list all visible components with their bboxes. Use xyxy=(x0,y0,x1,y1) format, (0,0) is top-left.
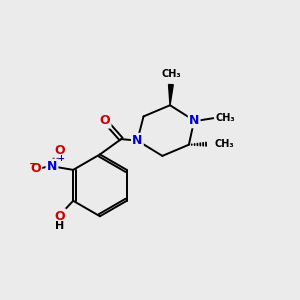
Text: H: H xyxy=(55,220,64,230)
Text: O: O xyxy=(100,114,110,127)
Text: N: N xyxy=(47,160,57,173)
Text: CH₃: CH₃ xyxy=(214,139,234,149)
Text: O: O xyxy=(54,144,64,157)
Text: CH₃: CH₃ xyxy=(216,113,236,123)
Text: N: N xyxy=(132,134,142,147)
Text: N: N xyxy=(189,114,200,127)
Text: +: + xyxy=(57,154,64,163)
Text: O: O xyxy=(55,210,65,223)
Text: O: O xyxy=(31,162,41,175)
Polygon shape xyxy=(169,85,173,105)
Text: −: − xyxy=(29,159,39,169)
Text: CH₃: CH₃ xyxy=(161,69,181,79)
